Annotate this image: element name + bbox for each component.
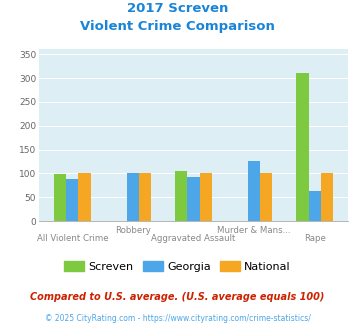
Bar [296,73,308,221]
Text: All Violent Crime: All Violent Crime [37,234,108,243]
Bar [260,174,272,221]
Text: Robbery: Robbery [115,226,151,235]
Bar [175,171,187,221]
Bar [200,174,212,221]
Bar [248,161,260,221]
Text: Aggravated Assault: Aggravated Assault [151,234,236,243]
Bar [308,191,321,221]
Bar [54,174,66,221]
Bar [321,174,333,221]
Text: 2017 Screven: 2017 Screven [127,2,228,15]
Text: Violent Crime Comparison: Violent Crime Comparison [80,20,275,33]
Bar [78,174,91,221]
Bar [187,177,200,221]
Text: Murder & Mans...: Murder & Mans... [217,226,291,235]
Bar [127,174,139,221]
Bar [66,179,78,221]
Text: Compared to U.S. average. (U.S. average equals 100): Compared to U.S. average. (U.S. average … [30,292,325,302]
Text: © 2025 CityRating.com - https://www.cityrating.com/crime-statistics/: © 2025 CityRating.com - https://www.city… [45,314,310,323]
Text: Rape: Rape [304,234,326,243]
Bar [139,174,151,221]
Legend: Screven, Georgia, National: Screven, Georgia, National [60,256,295,276]
